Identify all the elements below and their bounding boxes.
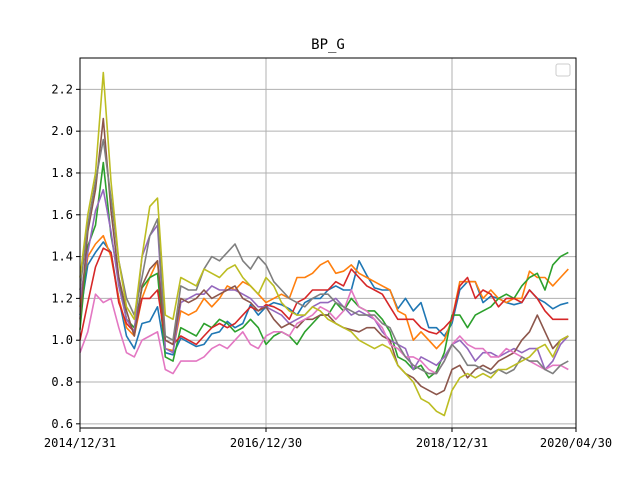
y-tick-label: 1.8 [51,166,73,180]
y-tick-label: 2.2 [51,82,73,96]
chart-title: BP_G [311,37,345,53]
x-tick-label: 2014/12/31 [44,436,116,450]
y-tick-label: 0.6 [51,417,73,431]
y-tick-label: 2.0 [51,124,73,138]
x-axis: 2014/12/31 2016/12/30 2018/12/31 2020/04/30 [44,428,612,450]
series-line-7 [79,289,569,375]
y-tick-label: 1.6 [51,208,73,222]
y-tick-label: 1.0 [51,333,73,347]
series-line-8 [79,138,569,375]
legend-box [555,63,571,77]
series-line-4 [79,247,569,346]
x-tick-label: 2016/12/30 [230,436,302,450]
plot-frame [79,57,577,429]
y-tick-label: 1.2 [51,291,73,305]
y-tick-label: 1.4 [51,250,73,264]
series-line-9 [79,71,569,417]
x-tick-label: 2018/12/31 [416,436,488,450]
series-layer [79,71,569,417]
y-tick-label: 0.8 [51,375,73,389]
x-tick-label: 2020/04/30 [540,436,612,450]
y-axis: 0.6 0.8 1.0 1.2 1.4 1.6 1.8 2.0 2.2 [51,82,80,431]
